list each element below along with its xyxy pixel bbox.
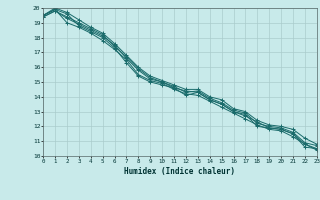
X-axis label: Humidex (Indice chaleur): Humidex (Indice chaleur) [124,167,236,176]
